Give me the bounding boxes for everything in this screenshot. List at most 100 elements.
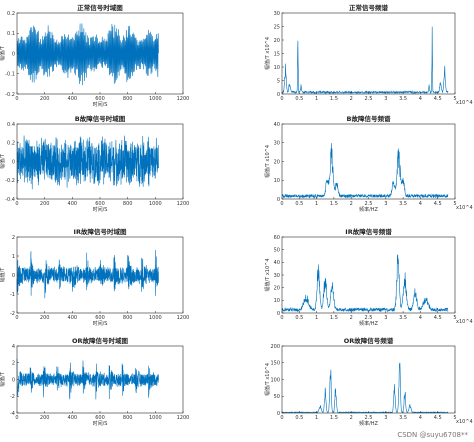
- x-tick-label: 5: [453, 315, 456, 321]
- x-tick-label: 600: [95, 96, 105, 102]
- y-tick-label: 2: [12, 235, 15, 241]
- x-tick-label: 5: [453, 201, 456, 207]
- y-tick-label: 1: [12, 254, 15, 260]
- x-tick-label: 4: [419, 201, 422, 207]
- x-tick-label: 0.5: [295, 315, 303, 321]
- y-tick-label: 10: [274, 298, 280, 304]
- x-tick-label: 200: [40, 96, 50, 102]
- x-axis-label: 时间/S: [93, 206, 108, 213]
- x-tick-label: 4: [419, 315, 422, 321]
- x-tick-label: 4: [419, 96, 422, 102]
- y-tick-label: 0: [277, 411, 280, 417]
- y-tick-label: 0: [12, 377, 15, 383]
- x-tick-label: 400: [68, 415, 78, 421]
- y-tick-label: -1: [10, 292, 15, 298]
- x-tick-label: 1000: [149, 201, 162, 207]
- y-tick-label: 0: [12, 273, 15, 279]
- y-tick-label: -2: [10, 394, 15, 400]
- y-tick-label: 30: [274, 11, 280, 17]
- x-tick-label: 1200: [177, 96, 190, 102]
- x-tick-label: 2: [350, 415, 353, 421]
- x-tick-label: 400: [68, 201, 78, 207]
- y-axis-label: 幅值/T x10^4: [264, 363, 271, 396]
- series-line: [16, 23, 159, 86]
- y-axis-label: 幅值/T: [0, 267, 6, 283]
- x-tick-label: 400: [68, 96, 78, 102]
- y-tick-label: 0: [12, 159, 15, 165]
- x-axis-label: 时间/S: [93, 101, 108, 108]
- x-tick-label: 0.5: [295, 201, 303, 207]
- y-tick-label: 5: [277, 78, 280, 84]
- x-tick-label: 1: [315, 201, 318, 207]
- x-tick-label: 0: [15, 315, 18, 321]
- y-axis-label: 幅值/T x10^4: [264, 258, 271, 291]
- y-tick-label: 4: [12, 344, 15, 350]
- x-tick-label: 1000: [149, 415, 162, 421]
- x-tick-label: 600: [95, 315, 105, 321]
- x-tick-label: 1.5: [330, 96, 338, 102]
- x-tick-label: 400: [68, 315, 78, 321]
- y-tick-label: 0.1: [7, 31, 15, 37]
- x-tick-label: 1: [315, 96, 318, 102]
- y-axis-label: 幅值/T: [0, 371, 6, 387]
- x-tick-label: 3.5: [399, 315, 407, 321]
- x-tick-label: 0.5: [295, 96, 303, 102]
- subplot-5: IR故障信号时域图 0 200 400 600 800 1000 1200 -2 -1 0 1 2 时间/…: [0, 227, 189, 327]
- x-tick-label: 3: [384, 96, 387, 102]
- x-tick-label: 0: [15, 415, 18, 421]
- series-line: [16, 135, 159, 190]
- x-tick-label: 800: [123, 315, 133, 321]
- series-line: [16, 250, 159, 299]
- x-axis-label: 时间/S: [93, 420, 108, 427]
- x-tick-label: 3.5: [399, 201, 407, 207]
- x-scale-label: x10^4: [456, 100, 473, 106]
- y-tick-label: 0: [12, 51, 15, 57]
- x-axis-label: 频率/HZ: [359, 320, 378, 327]
- y-tick-label: 150: [270, 361, 280, 367]
- x-tick-label: 1: [315, 315, 318, 321]
- y-tick-label: -0.1: [5, 72, 15, 78]
- x-tick-label: 2.5: [365, 415, 373, 421]
- x-tick-label: 600: [95, 415, 105, 421]
- y-tick-label: 0: [277, 197, 280, 203]
- x-axis-label: 时间/S: [93, 320, 108, 327]
- x-tick-label: 0: [280, 415, 283, 421]
- subplot-1: 正常信号时域图 0 200 400 600 800 1000 1200 -0.2 -0.1 0 0.1…: [0, 3, 189, 108]
- x-tick-label: 4.5: [434, 415, 442, 421]
- y-tick-label: 0.2: [7, 11, 15, 17]
- x-tick-label: 1200: [177, 201, 190, 207]
- series-line: [281, 143, 449, 199]
- y-tick-label: 50: [274, 394, 280, 400]
- series-line: [16, 358, 159, 400]
- x-tick-label: 2.5: [365, 96, 373, 102]
- y-tick-label: -0.2: [5, 178, 15, 184]
- x-tick-label: 1.5: [330, 315, 338, 321]
- chart-title: 正常信号时域图: [77, 3, 123, 12]
- subplot-4: B故障信号频谱 0 0.5 1 1.5 2 2.5 3 3.5 4 4.5 5 0 10 20 30 40 频率/…: [264, 114, 473, 213]
- x-tick-label: 800: [123, 96, 133, 102]
- y-tick-label: -0.2: [5, 92, 15, 98]
- x-scale-label: x10^4: [456, 205, 473, 211]
- x-tick-label: 0: [280, 96, 283, 102]
- y-tick-label: 0: [277, 92, 280, 98]
- y-tick-label: 100: [270, 377, 280, 383]
- y-tick-label: 20: [274, 38, 280, 44]
- x-axis-label: 频率/HZ: [359, 420, 378, 427]
- x-tick-label: 600: [95, 201, 105, 207]
- x-tick-label: 2.5: [365, 315, 373, 321]
- y-tick-label: 0: [277, 311, 280, 317]
- axes-box: [281, 12, 456, 95]
- x-tick-label: 4.5: [434, 96, 442, 102]
- y-tick-label: 60: [274, 235, 280, 241]
- x-tick-label: 4: [419, 415, 422, 421]
- x-tick-label: 0: [15, 96, 18, 102]
- chart-title: OR故障信号时域图: [72, 336, 129, 345]
- y-tick-label: 10: [274, 178, 280, 184]
- axes-box: [281, 345, 456, 414]
- watermark: CSDN @suyu6708**: [397, 431, 468, 439]
- y-axis-label: 幅值/T: [0, 153, 6, 169]
- y-tick-label: -0.4: [5, 197, 15, 203]
